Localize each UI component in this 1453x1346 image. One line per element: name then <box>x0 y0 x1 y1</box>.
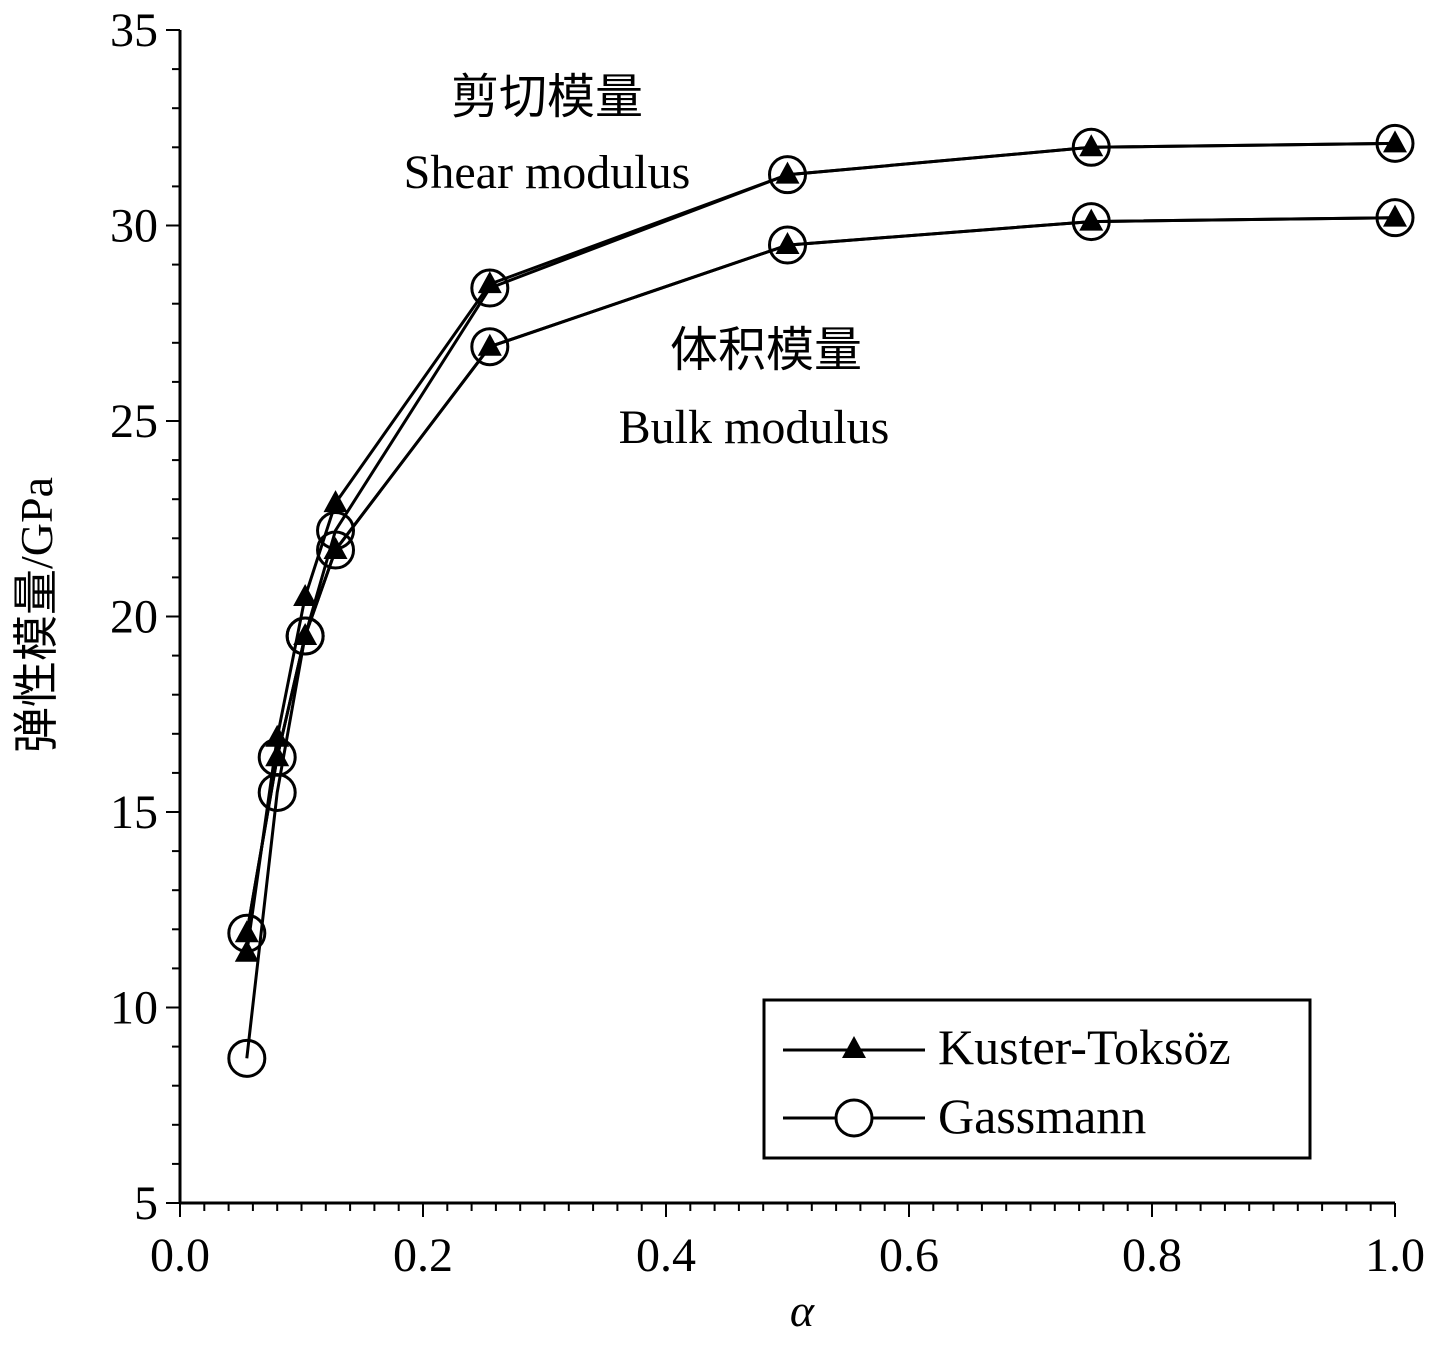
y-tick-label: 20 <box>110 591 158 644</box>
x-tick-label: 1.0 <box>1365 1229 1425 1282</box>
y-tick-label: 5 <box>134 1177 158 1230</box>
legend-marker-triangle <box>842 1036 866 1058</box>
x-tick-label: 0.6 <box>879 1229 939 1282</box>
legend-marker-circle <box>834 1098 874 1138</box>
data-point-circle <box>1375 198 1415 238</box>
legend-label-gassmann: Gassmann <box>938 1088 1146 1144</box>
x-tick-label: 0.0 <box>150 1229 210 1282</box>
x-tick-label: 0.8 <box>1122 1229 1182 1282</box>
data-point-circle <box>1071 127 1111 167</box>
x-tick-label: 0.4 <box>636 1229 696 1282</box>
data-point-circle <box>285 616 325 656</box>
series-line <box>245 141 1396 954</box>
axes: 5 10 15 20 25 30 35 0.0 0.2 0.4 0.6 0.8 1.0 <box>110 4 1425 1282</box>
data-point-circle <box>1071 202 1111 242</box>
annotation-shear-cn: 剪切模量 <box>451 71 643 124</box>
series-bulk-gassmann <box>227 198 1415 953</box>
data-point-circle <box>257 737 297 777</box>
data-point-triangle <box>1079 134 1104 157</box>
y-tick-label: 25 <box>110 395 158 448</box>
y-tick-label: 10 <box>110 982 158 1035</box>
series-shear-gassmann <box>227 123 1415 1078</box>
series-line <box>245 216 1396 934</box>
data-point-circle <box>768 155 807 195</box>
data-point-triangle <box>1383 130 1407 153</box>
data-point-triangle <box>477 333 502 356</box>
data-point-triangle <box>293 583 318 606</box>
legend-label-kuster-toksoz: Kuster-Toksöz <box>938 1019 1231 1075</box>
annotation-bulk-cn: 体积模量 <box>670 324 862 377</box>
data-point-circle <box>470 327 510 367</box>
series-bulk-kuster-toks-z <box>234 204 1407 943</box>
series-layer <box>227 123 1415 1078</box>
data-point-circle <box>470 268 510 308</box>
data-point-circle <box>227 913 267 953</box>
x-tick-label: 0.2 <box>393 1229 453 1282</box>
data-point-triangle <box>323 490 348 513</box>
x-axis-title: α <box>790 1285 815 1336</box>
data-point-triangle <box>1079 208 1104 231</box>
y-tick-label: 30 <box>110 200 158 253</box>
annotation-bulk-en: Bulk modulus <box>619 401 890 454</box>
y-axis-title: 弹性模量/GPa <box>11 477 62 753</box>
annotation-shear-en: Shear modulus <box>404 146 691 199</box>
data-point-circle <box>1375 123 1415 163</box>
data-point-circle <box>316 530 356 570</box>
y-tick-label: 15 <box>110 786 158 839</box>
data-point-triangle <box>477 271 502 294</box>
data-point-circle <box>227 1038 267 1078</box>
data-point-triangle <box>1383 204 1407 227</box>
series-line <box>245 141 1396 1059</box>
legend: Kuster-Toksöz Gassmann <box>762 998 1312 1160</box>
data-point-circle <box>768 225 807 265</box>
series-shear-kuster-toks-z <box>234 130 1407 962</box>
y-tick-label: 35 <box>110 4 158 57</box>
